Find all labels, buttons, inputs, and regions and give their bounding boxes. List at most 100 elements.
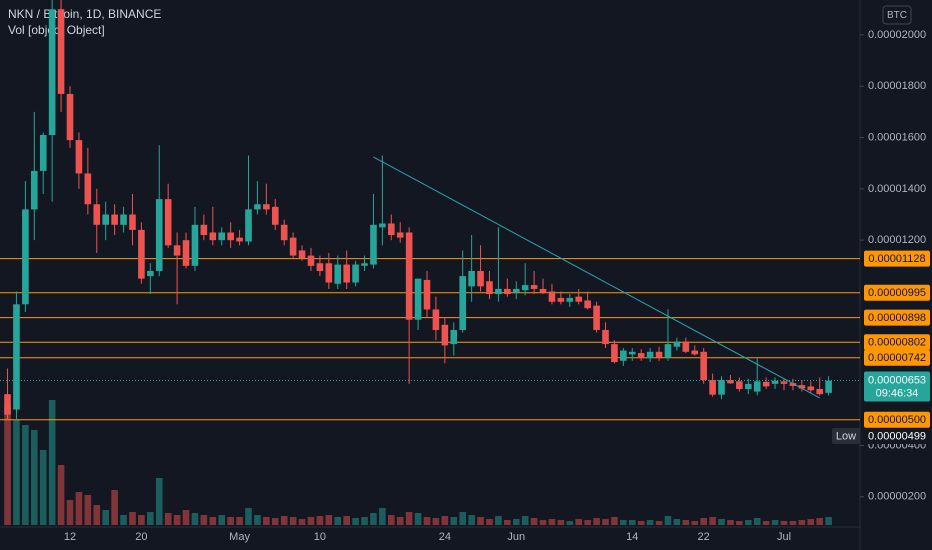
volume-bar	[495, 516, 502, 525]
volume-bar	[48, 400, 56, 525]
volume-bar	[66, 500, 74, 525]
volume-bar	[147, 512, 154, 525]
candle-body	[557, 297, 565, 302]
candle-body	[120, 214, 127, 225]
candle-body	[423, 279, 431, 310]
price-line-label: 0.00000802	[868, 337, 926, 349]
candle-body	[254, 204, 261, 210]
volume-bar	[245, 508, 252, 525]
price-line-label: 0.00000500	[868, 414, 926, 426]
y-tick-label: 0.00002000	[868, 29, 926, 41]
candle-body	[245, 209, 252, 242]
candle-body	[147, 270, 154, 277]
candle-body	[771, 380, 779, 384]
volume-bar	[343, 516, 350, 525]
candle-body	[343, 264, 350, 283]
candle-body	[22, 209, 29, 305]
volume-bar	[30, 430, 38, 525]
low-value-label: 0.00000499	[868, 430, 926, 442]
volume-bar	[486, 519, 493, 525]
volume-bar	[111, 490, 118, 525]
candle-body	[441, 324, 449, 346]
volume-bar	[361, 517, 368, 525]
candle-body	[700, 351, 707, 381]
low-tag	[832, 428, 860, 445]
trendline	[373, 156, 820, 399]
x-tick-label: 24	[439, 531, 451, 543]
candle-body	[816, 389, 823, 395]
candle-body	[602, 329, 609, 345]
candle-body	[664, 344, 672, 358]
candle-body	[298, 250, 306, 259]
volume-bar	[414, 513, 422, 525]
candle-body	[280, 224, 288, 241]
countdown-label: 09:46:34	[876, 387, 919, 399]
candle-body	[57, 9, 65, 94]
candle-body	[807, 386, 815, 391]
volume-bar	[512, 519, 520, 525]
volume-bar	[709, 517, 716, 525]
volume-bar	[780, 521, 788, 525]
volume-bar	[655, 521, 663, 525]
candle-body	[155, 199, 163, 271]
volume-bar	[825, 517, 832, 525]
x-tick-label: 14	[626, 531, 638, 543]
volume-bar	[182, 510, 190, 525]
candle-body	[450, 329, 458, 345]
candle-body	[13, 304, 20, 410]
volume-bar	[352, 518, 359, 525]
volume-bar	[566, 521, 574, 525]
candle-body	[93, 204, 101, 225]
low-value-tag	[864, 428, 930, 445]
candle-body	[289, 237, 297, 256]
candle-body	[218, 232, 226, 241]
volume-bar	[316, 516, 324, 525]
candle-body	[307, 255, 315, 266]
candle-body	[521, 285, 529, 291]
candle-body	[620, 350, 627, 361]
volume-bar	[664, 516, 672, 525]
price-line-label: 0.00000898	[868, 312, 926, 324]
candle-body	[736, 381, 743, 390]
candle-body	[673, 341, 681, 347]
price-line-label: 0.00001128	[868, 253, 925, 265]
candle-body	[486, 281, 493, 295]
candle-body	[753, 381, 761, 392]
volume-bar	[84, 495, 92, 525]
volume-bar	[155, 478, 163, 525]
candle-body	[387, 223, 395, 236]
current-price-label: 0.00000653	[868, 374, 926, 386]
candle-body	[30, 170, 38, 210]
y-tick-label: 0.00000200	[868, 491, 926, 503]
currency-button[interactable]	[882, 5, 912, 25]
y-tick-label: 0.00001600	[868, 131, 926, 143]
volume-bar	[744, 520, 752, 525]
candle-body	[646, 351, 654, 359]
candle-body	[236, 237, 243, 242]
candle-body	[548, 291, 556, 302]
volume-bar	[13, 420, 20, 525]
candle-body	[504, 288, 511, 295]
price-line-tag	[864, 250, 930, 267]
volume-bar	[628, 520, 636, 525]
currency-button-label[interactable]: BTC	[887, 10, 907, 21]
x-tick-label: Jun	[507, 531, 525, 543]
volume-bar	[521, 516, 529, 525]
x-tick-label: 12	[64, 531, 76, 543]
candle-body	[414, 278, 422, 320]
chart-title: NKN / Bitcoin, 1D, BINANCE	[8, 7, 161, 21]
volume-bar	[254, 515, 261, 525]
candle-body	[530, 285, 538, 289]
candle-body	[209, 232, 217, 241]
candle-body	[48, 9, 56, 135]
candle-body	[798, 385, 806, 389]
volume-bar	[57, 465, 65, 525]
volume-bar	[753, 518, 761, 525]
candle-body	[39, 134, 47, 171]
volume-bar	[477, 517, 484, 525]
volume-bar	[602, 519, 609, 525]
candle-body	[539, 288, 547, 293]
candle-body	[709, 380, 716, 395]
volume-bar	[682, 520, 690, 525]
